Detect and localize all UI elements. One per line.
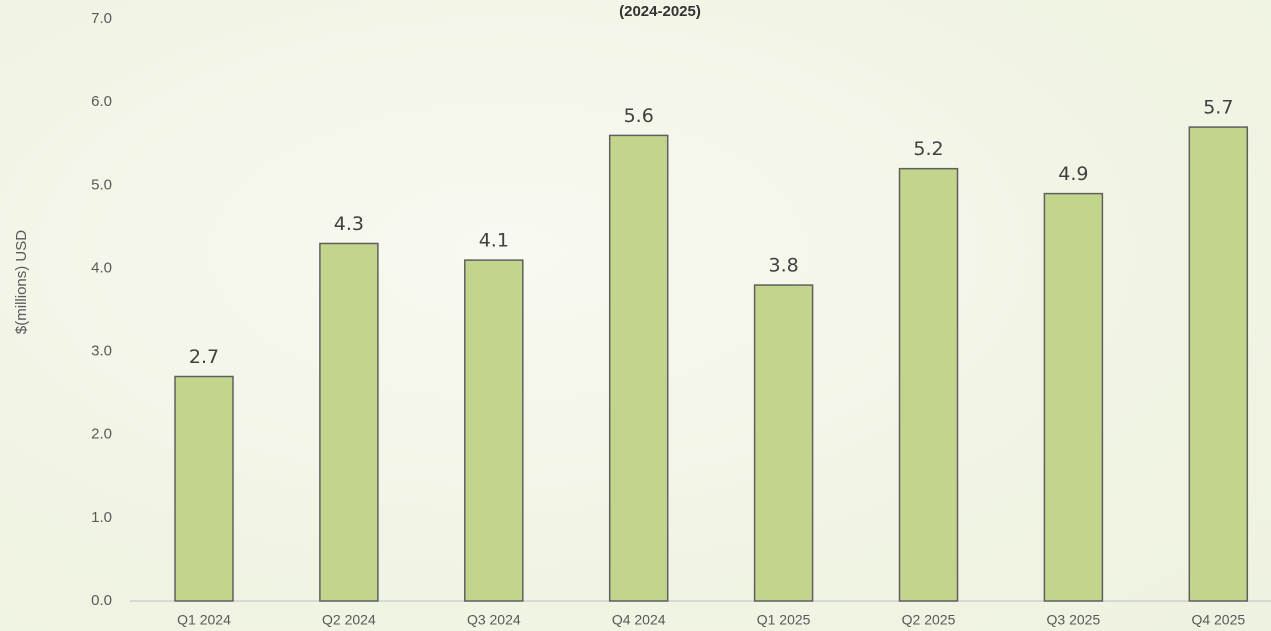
x-tick-label: Q4 2024 bbox=[612, 612, 666, 628]
data-label: 5.6 bbox=[624, 105, 654, 127]
y-tick-label: 0.0 bbox=[91, 592, 112, 609]
y-tick-label: 3.0 bbox=[91, 343, 112, 360]
y-tick-label: 4.0 bbox=[91, 259, 112, 276]
bar bbox=[753, 284, 814, 602]
y-axis-label: $(millions) USD bbox=[13, 230, 30, 334]
data-label: 4.9 bbox=[1058, 163, 1088, 185]
x-tick-label: Q3 2024 bbox=[467, 612, 521, 628]
bar bbox=[1043, 192, 1104, 602]
bar bbox=[898, 167, 959, 602]
bar bbox=[319, 242, 379, 602]
bar bbox=[174, 375, 234, 602]
y-tick-label: 7.0 bbox=[91, 10, 112, 27]
data-label: 4.1 bbox=[479, 230, 509, 252]
data-label: 2.7 bbox=[189, 346, 219, 368]
data-label: 3.8 bbox=[768, 255, 798, 277]
bar bbox=[608, 134, 669, 602]
bar bbox=[1188, 126, 1249, 602]
x-tick-label: Q3 2025 bbox=[1047, 612, 1101, 628]
x-tick-label: Q2 2024 bbox=[322, 612, 376, 628]
x-tick-label: Q1 2025 bbox=[757, 612, 811, 628]
data-label: 5.2 bbox=[913, 138, 943, 160]
y-tick-label: 6.0 bbox=[91, 93, 112, 110]
data-label: 4.3 bbox=[334, 213, 364, 235]
x-tick-label: Q4 2025 bbox=[1191, 612, 1245, 628]
y-tick-label: 1.0 bbox=[91, 509, 112, 526]
y-tick-label: 2.0 bbox=[91, 426, 112, 443]
data-label: 5.7 bbox=[1203, 97, 1233, 119]
chart-title: (2024-2025) bbox=[619, 3, 701, 20]
bar bbox=[464, 259, 524, 602]
x-tick-label: Q2 2025 bbox=[902, 612, 956, 628]
x-tick-label: Q1 2024 bbox=[177, 612, 231, 628]
y-tick-label: 5.0 bbox=[91, 176, 112, 193]
